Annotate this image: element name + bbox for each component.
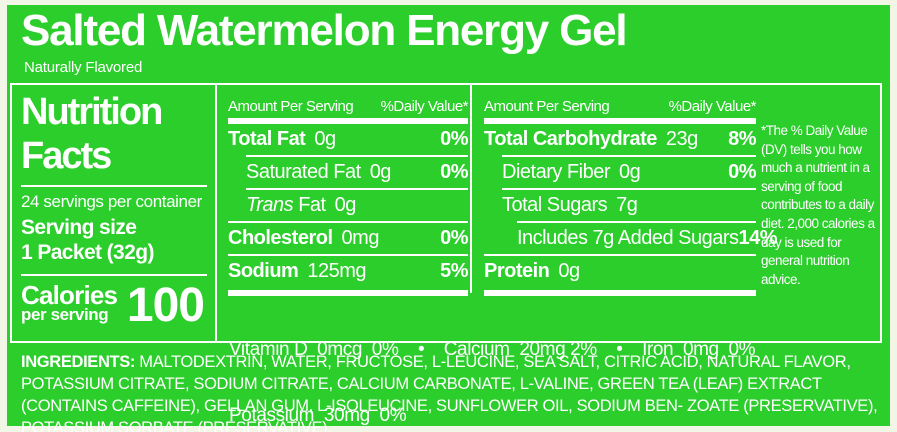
daily-value-header: %Daily Value* <box>380 98 469 115</box>
thick-bar <box>484 290 756 296</box>
divider-rule <box>21 185 207 187</box>
nutrient-row-saturated-fat: Saturated Fat 0g 0% <box>228 157 468 188</box>
ingredients-section: INGREDIENTS: MALTODEXTRIN, WATER, FRUCTO… <box>21 351 882 432</box>
nutrition-facts-title-line1: Nutrition <box>21 91 163 133</box>
nutrient-dv: 8% <box>728 128 756 150</box>
divider-rule <box>502 155 756 157</box>
nutrient-row-sodium: Sodium 125mg 5% <box>228 256 468 287</box>
nutrient-name: Protein <box>484 260 550 282</box>
daily-value-footnote: *The % Daily Value (DV) tells you how mu… <box>761 123 875 287</box>
nutrient-name: Trans Fat <box>246 194 326 217</box>
divider-rule <box>228 221 468 223</box>
nutrient-row-added-sugars: Includes 7g Added Sugars 14% <box>484 223 778 254</box>
nutrient-column-left: Amount Per Serving %Daily Value* Total F… <box>228 85 469 296</box>
trans-rest: Fat <box>293 194 326 216</box>
nutrient-dv: 0% <box>440 128 468 150</box>
thick-bar <box>228 290 468 296</box>
nutrient-amount: 7g <box>616 194 638 216</box>
nutrition-facts-title-line2: Facts <box>21 135 112 177</box>
calories-label: Calories <box>21 280 118 310</box>
nutrient-name: Dietary Fiber <box>502 161 610 183</box>
ingredients-text: MALTODEXTRIN, WATER, FRUCTOSE, L-LEUCINE… <box>21 353 878 432</box>
nutrient-amount: 0g <box>334 194 357 216</box>
column-divider <box>470 85 472 293</box>
ingredients-label: INGREDIENTS: <box>21 353 136 371</box>
micronutrients-section: Vitamin D 0mcg 0% • Calcium 20mg 2% • Ir… <box>229 295 769 432</box>
product-subtitle: Naturally Flavored <box>24 59 143 76</box>
nutrient-amount: 0g <box>618 161 641 183</box>
nutrient-row-protein: Protein 0g <box>484 256 756 287</box>
nutrient-amount: 125mg <box>307 260 366 282</box>
facts-summary-panel: Nutrition Facts 24 servings per containe… <box>12 85 217 341</box>
nutrient-dv: 5% <box>440 260 468 282</box>
nutrient-name: Total Sugars <box>502 194 608 216</box>
divider-rule <box>502 188 756 190</box>
daily-value-header: %Daily Value* <box>668 98 757 115</box>
divider-rule <box>517 221 756 223</box>
nutrient-name: Cholesterol <box>228 227 333 249</box>
nutrient-name: Saturated Fat <box>246 161 361 183</box>
nutrient-row-total-carbohydrate: Total Carbohydrate 23g 8% <box>484 124 756 155</box>
nutrient-column-right: Amount Per Serving %Daily Value* Total C… <box>484 85 778 296</box>
column-header: Amount Per Serving %Daily Value* <box>228 85 469 115</box>
amount-per-serving-header: Amount Per Serving <box>228 98 354 115</box>
divider-rule <box>246 155 468 157</box>
nutrient-name: Total Carbohydrate <box>484 128 657 150</box>
nutrient-dv: 0% <box>440 161 468 183</box>
nutrition-facts-box <box>10 83 882 343</box>
servings-per-container: 24 servings per container <box>21 192 202 211</box>
nutrition-facts-title: Nutrition Facts <box>21 90 207 178</box>
nutrient-name: Sodium <box>228 260 299 282</box>
nutrient-row-cholesterol: Cholesterol 0mg 0% <box>228 223 468 254</box>
calories-row: Calories per serving 100 <box>21 279 207 332</box>
micronutrients-line1: Vitamin D 0mcg 0% • Calcium 20mg 2% • Ir… <box>229 339 756 360</box>
nutrient-name: Includes 7g Added Sugars <box>517 227 739 249</box>
nutrient-row-dietary-fiber: Dietary Fiber 0g 0% <box>484 157 756 188</box>
nutrient-amount: 0mg <box>341 227 380 249</box>
thick-bar <box>484 118 756 124</box>
divider-rule <box>21 274 207 276</box>
nutrient-dv: 0% <box>440 227 468 249</box>
nutrient-row-total-sugars: Total Sugars 7g <box>484 190 756 221</box>
amount-per-serving-header: Amount Per Serving <box>484 98 610 115</box>
column-header: Amount Per Serving %Daily Value* <box>484 85 757 115</box>
nutrient-row-trans-fat: Trans Fat 0g <box>228 190 468 221</box>
nutrient-dv: 0% <box>728 161 756 183</box>
product-title: Salted Watermelon Energy Gel <box>21 6 628 55</box>
nutrient-row-total-fat: Total Fat 0g 0% <box>228 124 468 155</box>
nutrient-dv: 14% <box>738 227 778 249</box>
nutrient-amount: 0g <box>369 161 392 183</box>
nutrient-amount: 23g <box>665 128 698 150</box>
trans-italic: Trans <box>246 194 294 216</box>
divider-rule <box>484 254 756 256</box>
serving-size-value: 1 Packet (32g) <box>21 241 154 264</box>
divider-rule <box>228 254 468 256</box>
divider-rule <box>246 188 468 190</box>
calories-value: 100 <box>126 279 205 332</box>
nutrient-name: Total Fat <box>228 128 306 150</box>
serving-size-label: Serving size <box>21 216 137 239</box>
thick-bar <box>228 118 468 124</box>
nutrient-amount: 0g <box>558 260 580 282</box>
calories-sublabel: per serving <box>21 305 109 324</box>
calories-labels: Calories per serving <box>21 280 118 324</box>
nutrient-amount: 0g <box>314 128 336 150</box>
label-background <box>7 5 890 426</box>
micronutrients-line2: Potassium 30mg 0% <box>229 405 407 426</box>
